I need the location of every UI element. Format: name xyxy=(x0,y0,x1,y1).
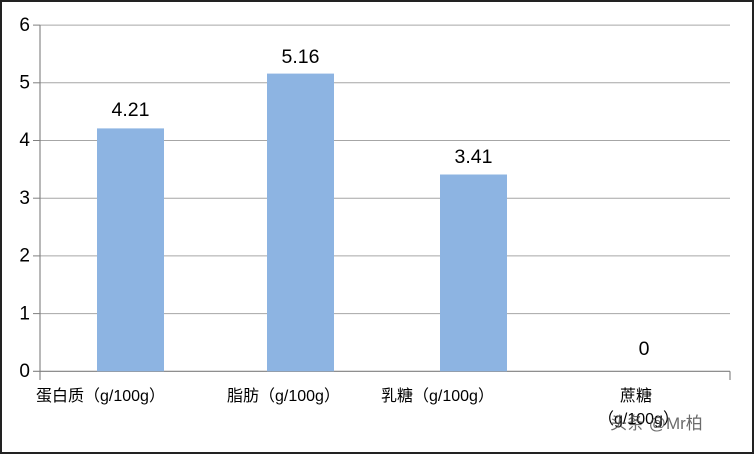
svg-text:5: 5 xyxy=(19,73,30,94)
svg-text:1: 1 xyxy=(19,303,30,324)
svg-text:0: 0 xyxy=(639,338,650,360)
svg-text:4.21: 4.21 xyxy=(112,99,150,121)
svg-text:3: 3 xyxy=(19,188,30,209)
svg-text:5.16: 5.16 xyxy=(282,46,320,68)
svg-text:2: 2 xyxy=(19,246,30,267)
svg-text:4: 4 xyxy=(19,130,30,151)
svg-text:0: 0 xyxy=(19,361,30,382)
svg-text:3.41: 3.41 xyxy=(455,146,493,168)
svg-text:6: 6 xyxy=(19,15,30,36)
